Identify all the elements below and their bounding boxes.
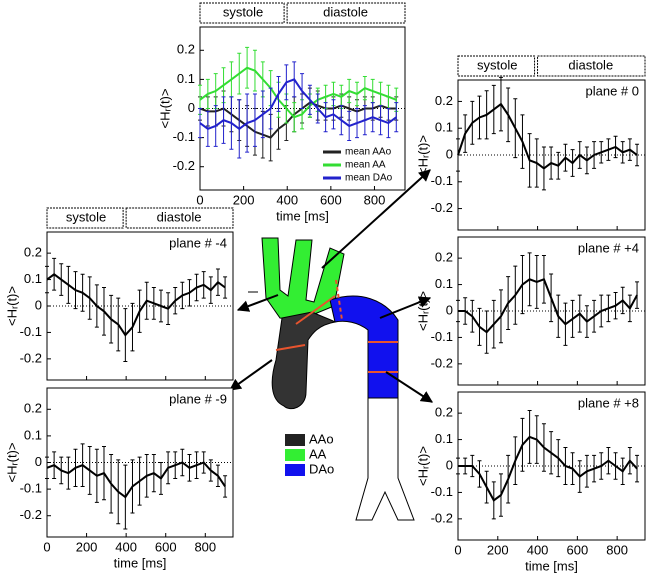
y-tick-label: 0	[188, 100, 195, 115]
plane-label: plane # -4	[169, 235, 227, 250]
legend-swatch	[285, 464, 305, 476]
data-line	[46, 273, 226, 337]
y-tick-label: 0.2	[435, 405, 453, 420]
y-tick-label: 0.1	[24, 271, 42, 286]
y-tick-label: 0.1	[435, 120, 453, 135]
error-bar	[635, 281, 640, 309]
legend-swatch	[285, 449, 305, 461]
y-tick-label: 0.1	[177, 71, 195, 86]
y-tick-label: -0.2	[20, 507, 42, 522]
data-line	[199, 66, 397, 119]
y-axis-label: <Hᵣ(t)>	[4, 443, 19, 483]
data-line	[199, 78, 397, 131]
y-axis-label: <Hᵣ(t)>	[415, 135, 430, 175]
legend-label: mean AAo	[345, 147, 392, 158]
y-tick-label: -0.1	[173, 129, 195, 144]
aorta-diagram	[229, 169, 434, 521]
plane-label: plane # -9	[169, 391, 227, 406]
legend-label: DAo	[309, 461, 334, 476]
error-bar	[635, 143, 640, 167]
data-line	[457, 102, 638, 170]
y-tick-label: 0	[35, 454, 42, 469]
y-tick-label: -0.1	[20, 324, 42, 339]
x-tick-label: 600	[155, 539, 177, 554]
y-tick-label: -0.1	[431, 329, 453, 344]
legend-label: AA	[309, 446, 327, 461]
phase-label: diastole	[157, 209, 202, 224]
y-tick-label: -0.2	[20, 350, 42, 365]
x-axis-label: time [ms]	[276, 208, 329, 223]
x-tick-label: 800	[194, 539, 216, 554]
phase-label: systole	[66, 209, 106, 224]
phase-box	[199, 2, 285, 24]
error-bar	[394, 102, 399, 133]
legend-label: AAo	[309, 431, 334, 446]
y-tick-label: -0.1	[431, 173, 453, 188]
y-tick-label: 0.1	[435, 431, 453, 446]
x-tick-label: 800	[606, 542, 628, 557]
phase-label: systole	[223, 4, 263, 19]
phase-box	[125, 207, 234, 229]
x-tick-label: 600	[320, 192, 342, 207]
y-tick-label: 0.1	[435, 276, 453, 291]
y-axis-label: <Hᵣ(t)>	[415, 446, 430, 486]
y-tick-label: -0.2	[431, 510, 453, 525]
x-tick-label: 400	[115, 539, 137, 554]
y-axis-label: <Hᵣ(t)>	[415, 291, 430, 331]
x-tick-label: 0	[43, 539, 50, 554]
y-tick-label: -0.2	[431, 355, 453, 370]
phase-label: systole	[477, 57, 517, 72]
x-tick-label: 400	[276, 192, 298, 207]
x-tick-label: 200	[76, 539, 98, 554]
phase-box	[457, 55, 536, 77]
phase-label: diastole	[568, 57, 613, 72]
y-tick-label: 0	[446, 146, 453, 161]
x-tick-label: 600	[567, 542, 589, 557]
y-tick-label: 0.2	[177, 42, 195, 57]
plane-label: plane # +4	[578, 240, 639, 255]
data-line	[199, 101, 397, 139]
plane-label: plane # 0	[586, 83, 640, 98]
x-tick-label: 200	[233, 192, 255, 207]
data-line	[458, 435, 638, 502]
phase-box	[286, 2, 406, 24]
y-tick-label: -0.1	[431, 484, 453, 499]
legend-label: mean AA	[345, 160, 386, 171]
plane-label: plane # +8	[578, 395, 639, 410]
x-tick-label: 200	[487, 542, 509, 557]
y-axis-label: <Hᵣ(t)>	[157, 89, 172, 129]
legend-swatch	[285, 434, 305, 446]
phase-box	[537, 55, 646, 77]
error-bar	[45, 265, 49, 294]
y-tick-label: 0.2	[435, 93, 453, 108]
x-axis-label: time [ms]	[525, 558, 578, 573]
y-tick-label: 0.2	[24, 245, 42, 260]
x-tick-label: 400	[527, 542, 549, 557]
y-axis-label: <Hᵣ(t)>	[4, 286, 19, 326]
legend-label: mean DAo	[345, 173, 393, 184]
y-tick-label: 0.2	[435, 250, 453, 265]
x-tick-label: 0	[454, 542, 461, 557]
y-tick-label: 0	[446, 457, 453, 472]
data-line	[458, 278, 638, 334]
error-bar	[45, 456, 49, 479]
x-axis-label: time [ms]	[114, 555, 167, 570]
error-bar	[635, 454, 640, 483]
y-tick-label: 0.2	[24, 401, 42, 416]
y-tick-label: 0	[446, 302, 453, 317]
phase-label: diastole	[323, 4, 368, 19]
y-tick-label: 0.1	[24, 427, 42, 442]
x-tick-label: 0	[196, 192, 203, 207]
y-tick-label: -0.2	[431, 200, 453, 215]
y-tick-label: -0.1	[20, 481, 42, 496]
y-tick-label: -0.2	[173, 158, 195, 173]
data-line	[46, 461, 226, 499]
error-bar	[198, 108, 202, 139]
x-tick-label: 800	[364, 192, 386, 207]
y-tick-label: 0	[35, 297, 42, 312]
